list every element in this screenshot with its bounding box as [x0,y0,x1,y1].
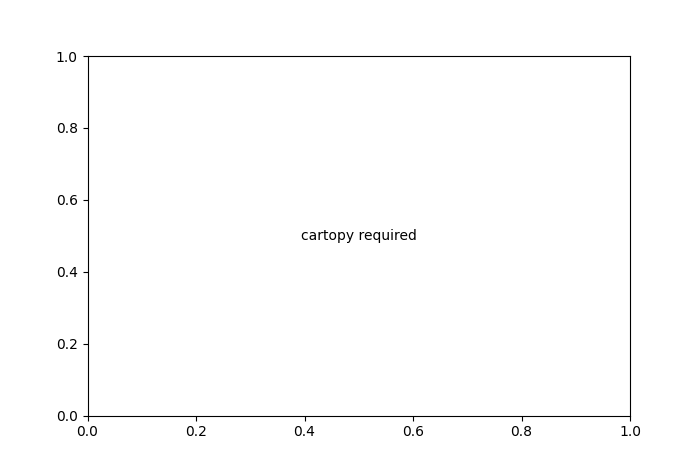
Text: cartopy required: cartopy required [301,229,416,243]
